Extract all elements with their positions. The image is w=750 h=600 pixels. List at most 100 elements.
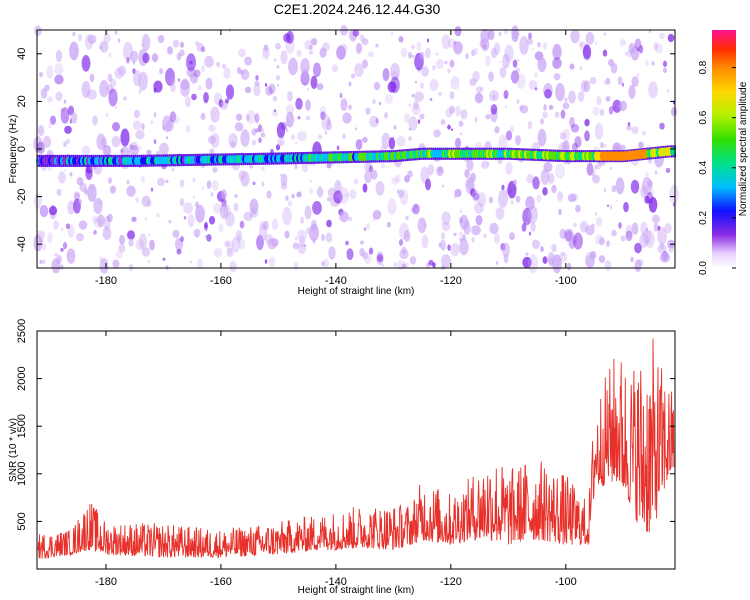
heatmap-background-blob: [207, 135, 217, 144]
heatmap-background-blob: [362, 183, 368, 193]
heatmap-background-blob: [603, 79, 607, 85]
heatmap-background-blob: [641, 130, 647, 136]
heatmap-background-blob: [449, 91, 455, 100]
heatmap-background-blob: [459, 231, 463, 237]
heatmap-background-blob: [87, 89, 97, 100]
heatmap-background-blob: [294, 141, 298, 145]
heatmap-background-blob: [493, 233, 501, 244]
heatmap-background-blob: [108, 88, 118, 107]
heatmap-background-blob: [620, 144, 626, 151]
heatmap-background-blob: [65, 138, 71, 144]
heatmap-background-blob: [193, 228, 201, 238]
heatmap-background-blob: [365, 107, 371, 115]
heatmap-background-blob: [246, 110, 256, 125]
heatmap-background-blob: [238, 48, 246, 58]
heatmap-background-blob: [579, 66, 583, 71]
heatmap-background-blob: [493, 42, 501, 56]
heatmap-background-blob: [205, 77, 213, 90]
heatmap-background-blob: [441, 254, 451, 268]
heatmap-background-blob: [444, 60, 448, 65]
heatmap-background-blob: [234, 122, 244, 132]
heatmap-background-blob: [458, 120, 464, 127]
heatmap-background-blob: [375, 43, 379, 48]
heatmap-background-blob: [260, 132, 266, 138]
heatmap-background-blob: [604, 260, 612, 271]
heatmap-background-blob: [548, 104, 554, 110]
heatmap-background-blob: [74, 191, 80, 198]
heatmap-background-blob: [471, 225, 481, 236]
heatmap-background-blob: [350, 73, 356, 79]
heatmap-background-blob: [170, 77, 176, 86]
heatmap-background-blob: [225, 84, 235, 100]
heatmap-background-blob: [528, 79, 538, 90]
heatmap-background-blob: [67, 200, 75, 215]
heatmap-background-blob: [568, 90, 576, 104]
heatmap-background-blob: [525, 221, 529, 226]
heatmap-background-blob: [659, 32, 665, 40]
heatmap-background-blob: [519, 104, 529, 114]
heatmap-x-tick-label: -100: [555, 275, 577, 287]
heatmap-background-blob: [567, 193, 577, 203]
heatmap-background-blob: [510, 200, 514, 205]
heatmap-background-blob: [525, 252, 529, 256]
heatmap-background-blob: [617, 76, 623, 85]
heatmap-background-blob: [340, 98, 348, 112]
heatmap-background-blob: [363, 227, 367, 231]
heatmap-background-blob: [669, 184, 679, 205]
heatmap-background-blob: [264, 259, 268, 264]
heatmap-background-blob: [275, 144, 281, 151]
heatmap-background-blob: [414, 204, 418, 209]
heatmap-background-blob: [477, 192, 487, 207]
heatmap-background-blob: [624, 51, 628, 56]
heatmap-background-blob: [112, 122, 120, 132]
heatmap-background-blob: [285, 104, 295, 115]
heatmap-background-blob: [292, 242, 300, 250]
heatmap-background-blob: [243, 211, 253, 222]
heatmap-background-blob: [271, 238, 279, 247]
heatmap-background-blob: [326, 219, 332, 228]
heatmap-background-blob: [87, 183, 97, 203]
heatmap-background-blob: [106, 84, 114, 95]
heatmap-background-blob: [221, 63, 227, 69]
heatmap-background-blob: [502, 53, 510, 69]
heatmap-background-blob: [306, 88, 310, 92]
heatmap-background-blob: [454, 137, 462, 149]
heatmap-background-blob: [528, 205, 538, 224]
heatmap-background-blob: [326, 162, 332, 169]
heatmap-background-blob: [348, 81, 352, 87]
heatmap-background-blob: [134, 109, 140, 119]
colorbar-gradient: [712, 30, 736, 268]
heatmap-background-blob: [208, 216, 216, 225]
heatmap-background-blob: [122, 96, 128, 101]
heatmap-background-blob: [602, 49, 608, 57]
heatmap-y-tick-label: 20: [16, 95, 28, 107]
heatmap-background-blob: [142, 52, 150, 64]
heatmap-background-blob: [401, 246, 407, 255]
heatmap-background-blob: [272, 95, 278, 102]
heatmap-background-blob: [132, 120, 142, 130]
heatmap-background-blob: [288, 57, 298, 76]
heatmap-background-blob: [372, 210, 382, 220]
heatmap-background-blob: [316, 83, 324, 90]
heatmap-background-blob: [400, 47, 408, 58]
heatmap-background-blob: [339, 211, 349, 223]
heatmap-background-blob: [81, 54, 91, 72]
snr-y-tick-label: 1500: [16, 414, 28, 438]
heatmap-background-blob: [459, 132, 463, 136]
heatmap-background-blob: [236, 234, 242, 244]
heatmap-background-blob: [361, 38, 369, 46]
heatmap-background-blob: [185, 96, 191, 108]
heatmap-background-blob: [92, 215, 98, 224]
heatmap-background-blob: [263, 220, 269, 231]
heatmap-background-blob: [547, 172, 555, 184]
heatmap-background-blob: [653, 222, 659, 232]
heatmap-background-blob: [349, 189, 357, 199]
heatmap-background-blob: [407, 51, 413, 59]
heatmap-background-blob: [309, 44, 313, 51]
heatmap-background-blob: [221, 189, 227, 200]
heatmap-background-blob: [542, 187, 548, 196]
heatmap-background-blob: [625, 230, 633, 242]
heatmap-background-blob: [441, 211, 451, 226]
heatmap-background-blob: [326, 197, 332, 202]
heatmap-background-blob: [634, 259, 642, 273]
